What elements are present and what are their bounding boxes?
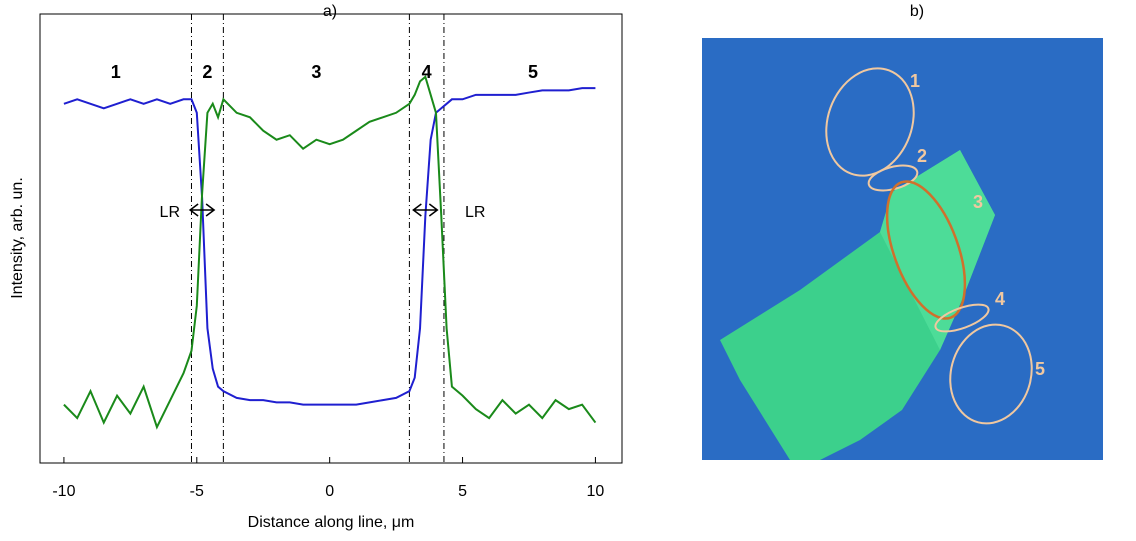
image-panel: b) <box>702 3 1103 460</box>
image-title: b) <box>910 3 924 20</box>
region-label: 4 <box>422 62 432 82</box>
ellipse <box>934 303 990 333</box>
x-tick-label: -10 <box>52 483 75 500</box>
region-label: 5 <box>528 62 538 82</box>
region-label: 3 <box>311 62 321 82</box>
ellipse <box>825 67 915 177</box>
image-label: 5 <box>1035 359 1045 379</box>
ellipse <box>949 323 1033 425</box>
chart-title: a) <box>323 3 337 20</box>
lr-arrow <box>412 203 439 217</box>
line-series <box>63 87 596 406</box>
region-label: 2 <box>202 62 212 82</box>
image-label: 1 <box>910 71 920 91</box>
image-label: 3 <box>973 192 983 212</box>
x-tick-label: 5 <box>458 483 467 500</box>
x-tick-label: 0 <box>325 483 334 500</box>
region-label: 1 <box>111 62 121 82</box>
ellipse <box>885 180 967 320</box>
x-axis-label: Distance along line, μm <box>248 514 415 531</box>
line-series <box>63 75 597 430</box>
image-label: 4 <box>995 289 1005 309</box>
x-tick-label: -5 <box>190 483 204 500</box>
ellipse <box>867 164 919 192</box>
plot-frame <box>39 13 623 464</box>
lr-label: LR <box>160 204 180 221</box>
flake-edge <box>880 150 995 350</box>
image-label: 2 <box>917 146 927 166</box>
x-tick-label: 10 <box>587 483 605 500</box>
y-axis-label: Intensity, arb. un. <box>9 177 26 299</box>
lr-arrow <box>188 203 216 217</box>
lr-label: LR <box>465 204 485 221</box>
